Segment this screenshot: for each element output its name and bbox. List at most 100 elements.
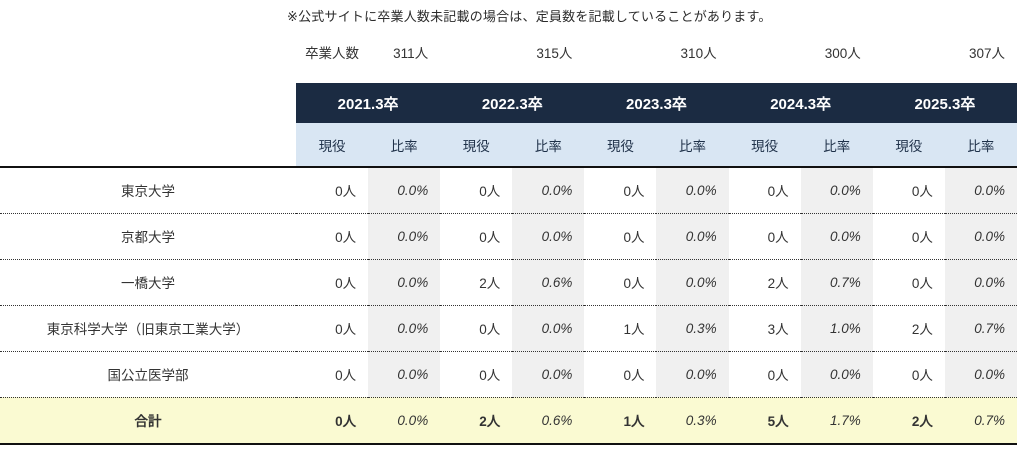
- empty-cell: [729, 35, 801, 69]
- table-row-science-tokyo-univ: 東京科学大学（旧東京工業大学） 0人 0.0% 0人 0.0% 1人 0.3% …: [0, 304, 1017, 351]
- cell-ratio: 0.7%: [944, 304, 1017, 351]
- subheader-ratio: 比率: [368, 123, 441, 167]
- cell-current: 2人: [440, 258, 513, 305]
- subheader-ratio: 比率: [656, 123, 729, 167]
- subheader-current: 現役: [440, 123, 513, 167]
- row-name: 東京科学大学（旧東京工業大学）: [0, 304, 297, 351]
- cell-ratio: 0.0%: [512, 166, 585, 213]
- graduate-count-2021: 311人: [393, 46, 429, 61]
- empty-cell: [440, 35, 512, 69]
- table-row-hitotsubashi-univ: 一橋大学 0人 0.0% 2人 0.6% 0人 0.0% 2人 0.7% 0人 …: [0, 258, 1017, 305]
- cell-current: 0人: [584, 350, 657, 397]
- cell-current: 0人: [296, 304, 369, 351]
- row-name: 京都大学: [0, 212, 297, 259]
- cell-ratio: 0.0%: [656, 258, 729, 305]
- subheader-row: 現役 比率 現役 比率 現役 比率 現役 比率 現役 比率: [0, 123, 1017, 167]
- cell-ratio: 0.0%: [368, 258, 441, 305]
- year-header-row: 2021.3卒 2022.3卒 2023.3卒 2024.3卒 2025.3卒: [0, 83, 1017, 123]
- cell-current: 0人: [728, 350, 801, 397]
- year-header-2025: 2025.3卒: [872, 83, 1017, 123]
- total-cell-ratio: 0.3%: [656, 396, 729, 445]
- total-cell-current: 2人: [872, 396, 945, 445]
- cell-ratio: 0.0%: [800, 212, 873, 259]
- cell-current: 2人: [872, 304, 945, 351]
- footnote-text: ※公式サイトに卒業人数未記載の場合は、定員数を記載していることがあります。: [287, 9, 772, 24]
- empty-cell: [0, 123, 296, 167]
- total-cell-ratio: 0.6%: [512, 396, 585, 445]
- cell-current: 0人: [872, 212, 945, 259]
- year-header-2021: 2021.3卒: [296, 83, 441, 123]
- empty-cell: [873, 35, 945, 69]
- cell-ratio: 1.0%: [800, 304, 873, 351]
- cell-current: 0人: [440, 304, 513, 351]
- admissions-results-table: 卒業人数 311人 315人 310人 300人 307人 2021.3卒 20…: [0, 35, 1017, 445]
- total-cell-ratio: 1.7%: [800, 396, 873, 445]
- cell-current: 0人: [728, 166, 801, 213]
- cell-current: 0人: [584, 212, 657, 259]
- graduate-count-2024: 300人: [824, 46, 861, 61]
- cell-ratio: 0.6%: [512, 258, 585, 305]
- cell-current: 2人: [728, 258, 801, 305]
- empty-cell: [0, 83, 296, 123]
- cell-ratio: 0.0%: [512, 304, 585, 351]
- year-header-2023: 2023.3卒: [584, 83, 729, 123]
- cell-ratio: 0.7%: [800, 258, 873, 305]
- table-row-total: 合計 0人 0.0% 2人 0.6% 1人 0.3% 5人 1.7% 2人 0.…: [0, 396, 1017, 445]
- cell-current: 0人: [440, 166, 513, 213]
- cell-current: 0人: [872, 166, 945, 213]
- graduate-count-2022: 315人: [536, 46, 573, 61]
- cell-ratio: 0.0%: [800, 166, 873, 213]
- cell-current: 0人: [440, 212, 513, 259]
- year-header-2024: 2024.3卒: [728, 83, 873, 123]
- empty-cell: [584, 35, 656, 69]
- cell-current: 0人: [296, 212, 369, 259]
- cell-current: 3人: [728, 304, 801, 351]
- cell-ratio: 0.0%: [368, 350, 441, 397]
- subheader-current: 現役: [584, 123, 657, 167]
- total-cell-current: 0人: [296, 396, 369, 445]
- graduate-count-2025: 307人: [968, 46, 1005, 61]
- cell-ratio: 0.0%: [656, 212, 729, 259]
- row-name: 東京大学: [0, 166, 297, 213]
- subheader-current: 現役: [728, 123, 801, 167]
- cell-ratio: 0.3%: [656, 304, 729, 351]
- cell-current: 0人: [584, 166, 657, 213]
- cell-current: 0人: [728, 212, 801, 259]
- total-cell-current: 5人: [728, 396, 801, 445]
- cell-ratio: 0.0%: [944, 258, 1017, 305]
- cell-ratio: 0.0%: [656, 350, 729, 397]
- graduate-count-label: 卒業人数: [305, 46, 360, 61]
- cell-ratio: 0.0%: [368, 166, 441, 213]
- subheader-current: 現役: [872, 123, 945, 167]
- table-row-kyoto-univ: 京都大学 0人 0.0% 0人 0.0% 0人 0.0% 0人 0.0% 0人 …: [0, 212, 1017, 259]
- cell-ratio: 0.0%: [512, 212, 585, 259]
- cell-ratio: 0.0%: [512, 350, 585, 397]
- total-cell-ratio: 0.7%: [944, 396, 1017, 445]
- table-row-national-medical: 国公立医学部 0人 0.0% 0人 0.0% 0人 0.0% 0人 0.0% 0…: [0, 350, 1017, 397]
- cell-ratio: 0.0%: [800, 350, 873, 397]
- cell-current: 0人: [872, 350, 945, 397]
- cell-current: 0人: [296, 350, 369, 397]
- total-cell-ratio: 0.0%: [368, 396, 441, 445]
- cell-ratio: 0.0%: [944, 212, 1017, 259]
- cell-current: 0人: [296, 258, 369, 305]
- year-header-2022: 2022.3卒: [440, 83, 585, 123]
- cell-current: 0人: [296, 166, 369, 213]
- total-label: 合計: [0, 396, 297, 445]
- graduate-count-row: 卒業人数 311人 315人 310人 300人 307人: [0, 35, 1017, 69]
- subheader-ratio: 比率: [800, 123, 873, 167]
- total-cell-current: 1人: [584, 396, 657, 445]
- empty-cell: [0, 35, 296, 69]
- cell-ratio: 0.0%: [944, 166, 1017, 213]
- row-name: 国公立医学部: [0, 350, 297, 397]
- cell-ratio: 0.0%: [656, 166, 729, 213]
- total-cell-current: 2人: [440, 396, 513, 445]
- cell-ratio: 0.0%: [368, 304, 441, 351]
- cell-current: 0人: [872, 258, 945, 305]
- cell-ratio: 0.0%: [368, 212, 441, 259]
- graduate-count-2023: 310人: [680, 46, 717, 61]
- spacer-row: [0, 69, 1017, 83]
- subheader-current: 現役: [296, 123, 369, 167]
- subheader-ratio: 比率: [944, 123, 1017, 167]
